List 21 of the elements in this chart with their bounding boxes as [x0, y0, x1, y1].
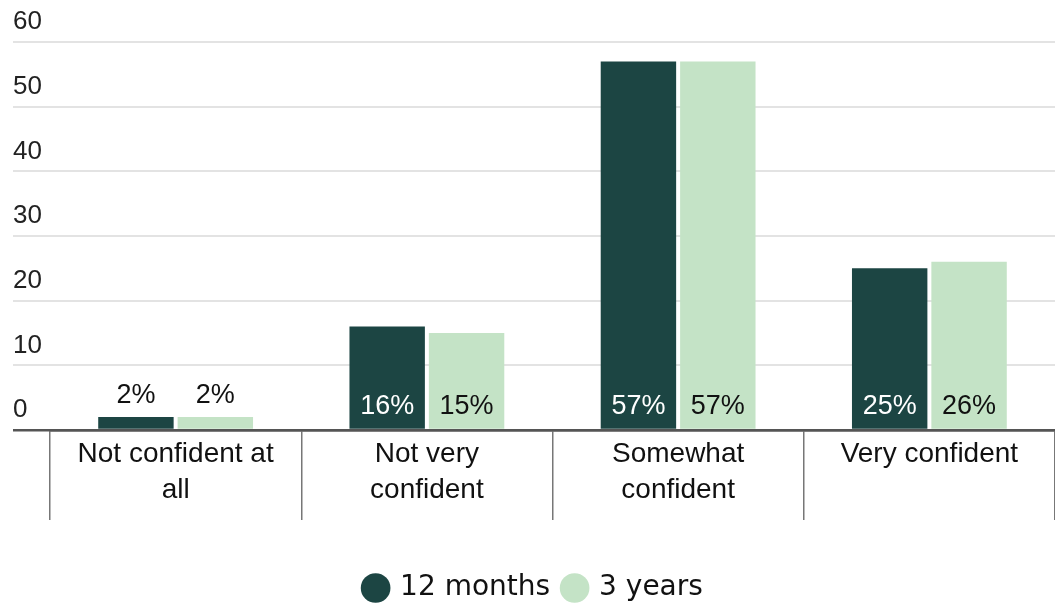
- data-label: 26%: [942, 390, 997, 421]
- data-label: 2%: [195, 378, 235, 409]
- y-tick-label: 10: [13, 328, 42, 359]
- data-label: 2%: [116, 378, 156, 409]
- data-label: 25%: [862, 390, 917, 421]
- y-tick-label: 60: [13, 5, 42, 36]
- legend-label: 3 years: [599, 569, 703, 603]
- x-tick-label: Not confident at all: [77, 436, 274, 505]
- x-tick-label: Very confident: [840, 436, 1019, 468]
- data-label: 15%: [439, 390, 494, 421]
- y-tick-label: 20: [13, 263, 42, 294]
- data-label: 16%: [360, 390, 415, 421]
- y-tick-label: 30: [13, 199, 42, 230]
- y-tick-label: 0: [13, 393, 28, 424]
- x-tick-label: Somewhat confident: [611, 436, 745, 505]
- legend-label: 12 months: [400, 569, 551, 603]
- data-label: 57%: [611, 390, 666, 421]
- y-tick-label: 50: [13, 69, 42, 100]
- data-label: 57%: [690, 390, 745, 421]
- y-tick-label: 40: [13, 134, 42, 165]
- x-tick-label: Not very confident: [370, 436, 484, 505]
